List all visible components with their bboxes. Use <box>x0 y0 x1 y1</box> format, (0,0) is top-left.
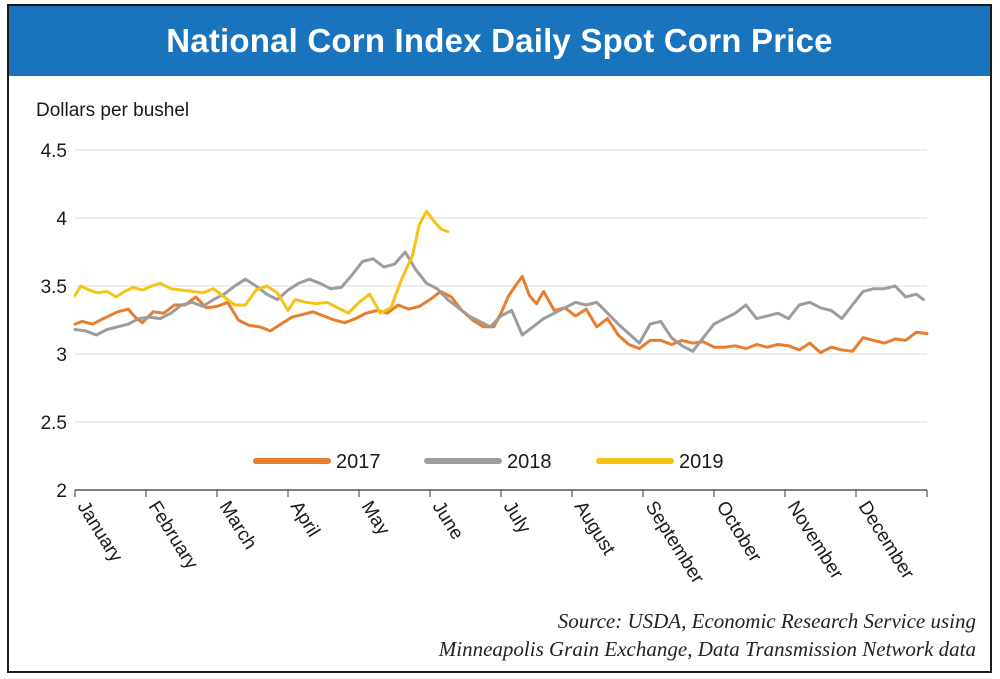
x-tick-label: March <box>215 498 261 554</box>
y-tick-label: 2 <box>56 481 67 502</box>
legend-label-2017: 2017 <box>336 451 381 473</box>
gridlines <box>75 149 927 423</box>
line-chart: Dollars per bushel 2 2.5 3 3.5 4 4.5 January F… <box>36 100 929 589</box>
x-tick-label: April <box>286 498 324 541</box>
x-tick-label: August <box>570 498 620 560</box>
x-tick-label: May <box>357 498 394 540</box>
y-tick-label: 4 <box>56 209 67 230</box>
y-tick-label: 4.5 <box>41 141 67 162</box>
y-tick-label: 2.5 <box>41 413 67 434</box>
series-lines <box>73 209 929 355</box>
legend-label-2019: 2019 <box>679 451 724 473</box>
source-note: Source: USDA, Economic Research Service … <box>439 607 976 663</box>
chart-title: National Corn Index Daily Spot Corn Pric… <box>166 22 833 59</box>
series-line-2017 <box>73 275 929 355</box>
source-line-2: Minneapolis Grain Exchange, Data Transmi… <box>438 637 976 661</box>
y-axis-ticks: 2 2.5 3 3.5 4 4.5 <box>41 141 68 502</box>
legend-label-2018: 2018 <box>507 451 552 473</box>
x-tick-label: September <box>641 498 708 589</box>
y-axis-label: Dollars per bushel <box>36 100 189 121</box>
series-line-2019 <box>73 209 450 315</box>
x-tick-label: January <box>73 498 127 567</box>
x-axis: January February March April May June July Augu… <box>73 489 928 589</box>
x-tick-label: October <box>712 498 766 567</box>
source-line-1: Source: USDA, Economic Research Service … <box>557 609 976 633</box>
x-tick-label: June <box>428 498 468 544</box>
x-tick-label: December <box>854 498 919 584</box>
x-tick-label: February <box>144 498 202 574</box>
x-tick-label: November <box>783 498 848 584</box>
y-tick-label: 3.5 <box>41 277 67 298</box>
series-line-2018 <box>73 250 925 353</box>
y-tick-label: 3 <box>56 345 67 366</box>
chart-frame: National Corn Index Daily Spot Corn Pric… <box>7 4 992 673</box>
x-tick-label: July <box>499 498 535 538</box>
title-banner: National Corn Index Daily Spot Corn Pric… <box>9 6 990 76</box>
legend: 2017 2018 2019 <box>253 451 724 473</box>
